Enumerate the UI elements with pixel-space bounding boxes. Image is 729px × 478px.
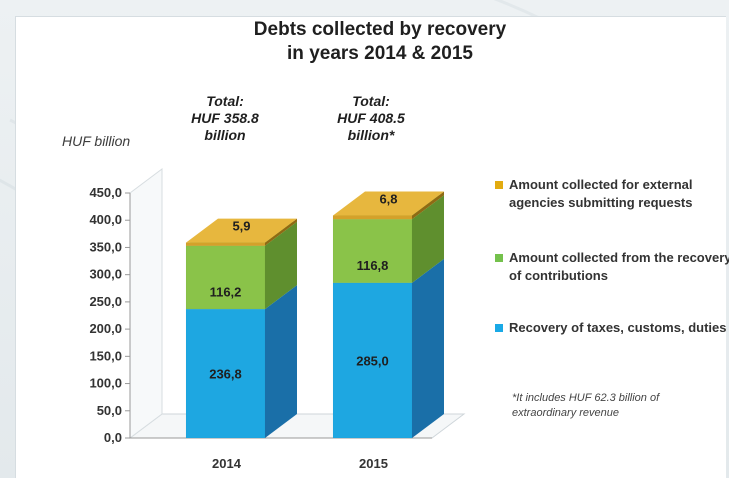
bar-2014-recovery-of-taxes-customs-duties-side	[265, 285, 297, 438]
y-tick-label: 450,0	[89, 185, 122, 200]
y-tick-label: 50,0	[97, 403, 122, 418]
bar-2014-amount-collected-for-external-agencies-submitting-requests-front	[185, 242, 266, 247]
y-axis-unit-label: HUF billion	[62, 133, 131, 149]
y-tick-label: 400,0	[89, 212, 122, 227]
y-tick-label: 350,0	[89, 239, 122, 254]
legend-label-contributions: Amount collected from the recovery of co…	[509, 250, 729, 283]
footnote: *It includes HUF 62.3 billion of extraor…	[512, 392, 660, 419]
legend-swatch-contributions	[495, 254, 503, 262]
y-tick-label: 200,0	[89, 321, 122, 336]
legend-swatch-taxes	[495, 324, 503, 332]
legend-label-external-agencies: Amount collected for external agencies s…	[509, 177, 693, 210]
bar-2015-recovery-of-taxes-customs-duties-side	[412, 258, 444, 438]
chart-title: Debts collected by recovery in years 201…	[0, 18, 729, 66]
chart-title-line-2: in years 2014 & 2015	[287, 43, 473, 64]
bar-2015-amount-collected-from-the-recovery-of-contributions-label: 116,8	[357, 258, 389, 273]
chart-title-line-1: Debts collected by recovery	[253, 19, 507, 40]
total-2015: Total: HUF 408.5 billion*	[316, 93, 426, 144]
y-tick-label: 150,0	[89, 348, 122, 363]
y-tick-label: 250,0	[89, 294, 122, 309]
total-2014-line-2: HUF 358.8	[191, 110, 259, 126]
x-tick-label-2015: 2015	[359, 456, 388, 471]
bar-2015-amount-collected-from-the-recovery-of-contributions-side	[412, 195, 444, 283]
legend-label-taxes: Recovery of taxes, customs, duties	[509, 320, 727, 335]
y-tick-label: 100,0	[89, 376, 122, 391]
bar-2014-amount-collected-for-external-agencies-submitting-requests-label: 5,9	[232, 219, 250, 234]
bar-2014-amount-collected-from-the-recovery-of-contributions-front	[185, 245, 266, 310]
total-2015-line-1: Total:	[352, 93, 390, 109]
total-2015-line-2: HUF 408.5	[337, 110, 405, 126]
legend-item-external-agencies: Amount collected for external agencies s…	[495, 176, 729, 212]
bar-2014-recovery-of-taxes-customs-duties-label: 236,8	[209, 367, 242, 382]
total-2014-line-1: Total:	[206, 93, 244, 109]
bar-2015-amount-collected-for-external-agencies-submitting-requests-label: 6,8	[379, 192, 397, 207]
total-2014: Total: HUF 358.8 billion	[170, 93, 280, 144]
bar-2014-amount-collected-for-external-agencies-submitting-requests-side	[265, 218, 297, 246]
bar-2015-recovery-of-taxes-customs-duties-label: 285,0	[356, 353, 389, 368]
x-tick-label-2014: 2014	[212, 456, 242, 471]
bar-2015-amount-collected-for-external-agencies-submitting-requests-top	[333, 191, 444, 216]
y-tick-label: 300,0	[89, 267, 122, 282]
bar-2014-amount-collected-from-the-recovery-of-contributions-label: 116,2	[210, 284, 242, 299]
legend-item-contributions: Amount collected from the recovery of co…	[495, 249, 729, 285]
bar-2014-amount-collected-from-the-recovery-of-contributions-side	[265, 221, 297, 310]
bar-2014-amount-collected-for-external-agencies-submitting-requests-top	[186, 218, 297, 243]
y-tick-label: 0,0	[104, 430, 122, 445]
total-2015-line-3: billion*	[347, 127, 395, 143]
legend-item-taxes: Recovery of taxes, customs, duties	[495, 319, 729, 337]
bar-2015-amount-collected-for-external-agencies-submitting-requests-side	[412, 191, 444, 220]
legend-swatch-external-agencies	[495, 181, 503, 189]
total-2014-line-3: billion	[204, 127, 246, 143]
bar-2015-amount-collected-for-external-agencies-submitting-requests-front	[332, 215, 413, 220]
chart-left-wall	[129, 168, 163, 439]
bar-2014-recovery-of-taxes-customs-duties-front	[185, 308, 266, 439]
bar-2015-amount-collected-from-the-recovery-of-contributions-front	[332, 218, 413, 284]
bar-2015-recovery-of-taxes-customs-duties-front	[332, 282, 413, 439]
